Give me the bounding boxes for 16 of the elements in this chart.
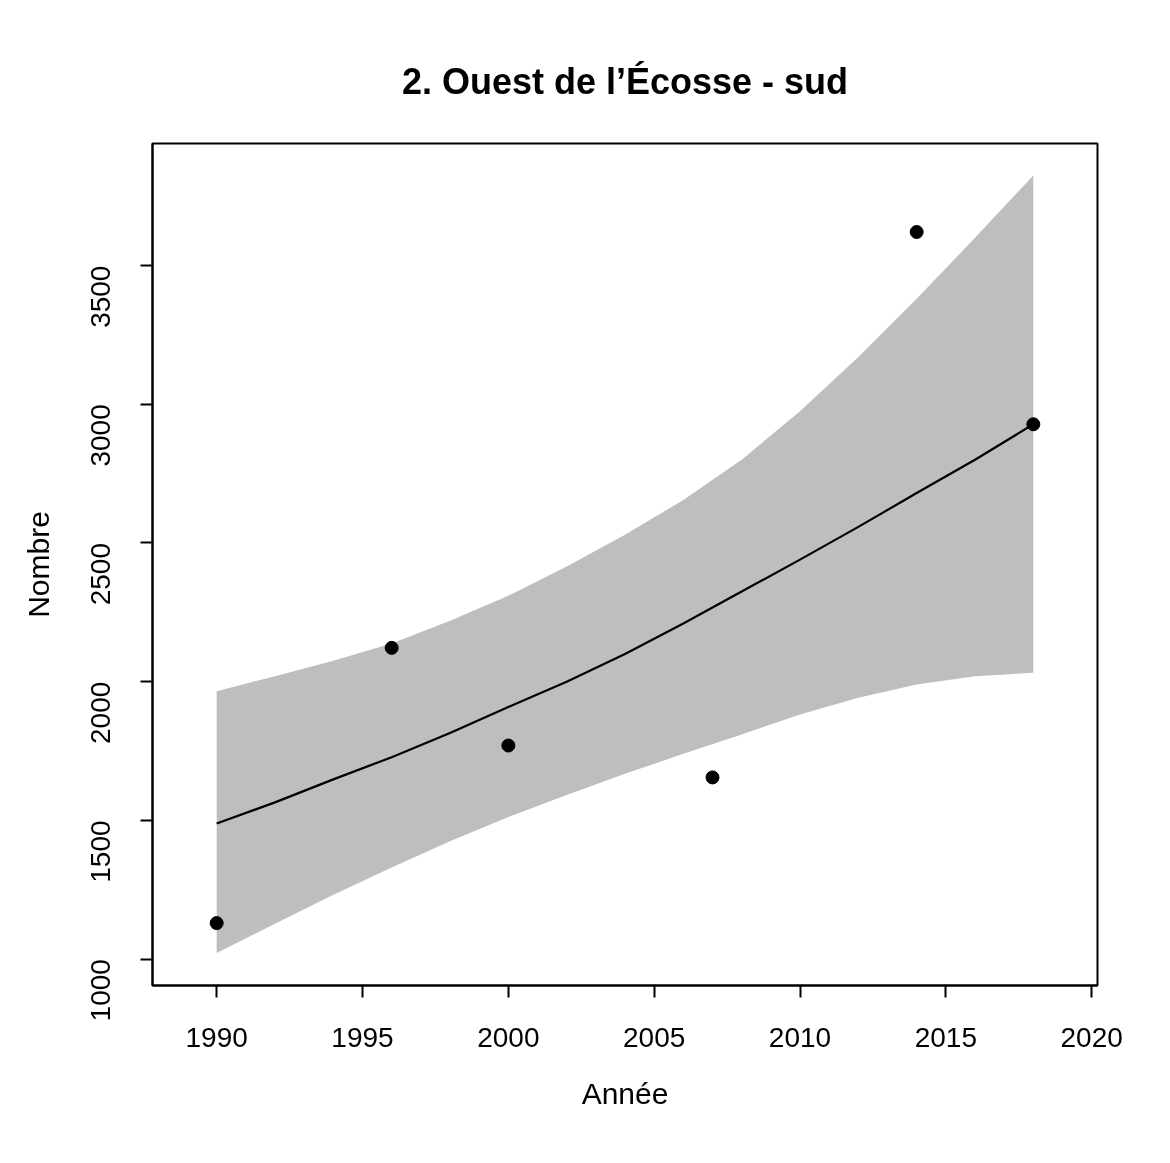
x-axis-title: Année [581,1076,669,1110]
x-tick-label: 1995 [331,1021,394,1053]
x-tick-label: 2005 [623,1021,686,1053]
x-tick-label: 1990 [185,1021,248,1053]
y-axis-title: Nombre [21,511,55,618]
y-tick-label: 3000 [85,404,116,467]
x-tick-label: 2010 [768,1021,832,1053]
y-tick-label: 3500 [85,265,116,328]
x-tick-label: 2000 [477,1021,540,1053]
y-tick-label: 1500 [85,820,116,883]
y-tick-label: 2500 [85,542,116,606]
y-tick-label: 2000 [85,681,116,744]
x-tick-label: 2020 [1060,1021,1123,1053]
y-tick-label: 1000 [85,959,116,1022]
x-tick-label: 2015 [914,1021,977,1053]
chart-title: 2. Ouest de l’Écosse - sud [401,60,849,102]
